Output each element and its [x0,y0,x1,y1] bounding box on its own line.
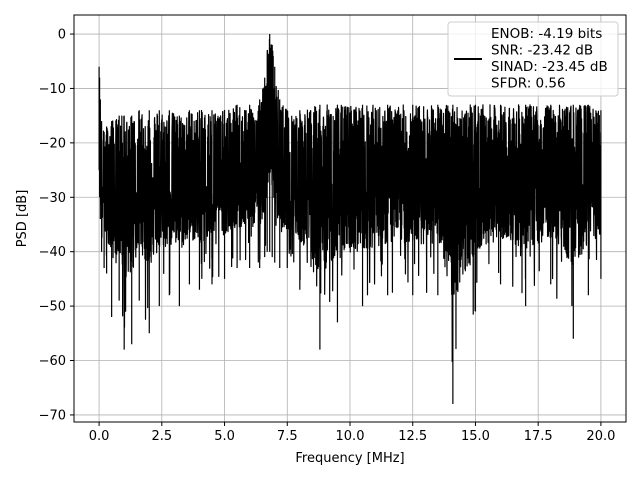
legend-box [447,21,619,97]
x-tick-label: 15.0 [461,429,490,444]
y-tick-label: −60 [39,354,66,369]
legend: ENOB: -4.19 bits SNR: -23.42 dB SINAD: -… [447,21,619,97]
x-tick-label: 20.0 [586,429,615,444]
y-ticks: 0 −10 −20 −30 −40 −50 −60 −70 [39,28,74,423]
y-axis-label: PSD [dB] [15,190,30,248]
x-tick-label: 17.5 [524,429,553,444]
y-tick-label: −10 [39,82,66,97]
series-layer [98,34,602,405]
y-tick-label: −70 [39,408,66,423]
legend-entry-snr: SNR: -23.42 dB [491,43,593,59]
x-tick-label: 7.5 [277,429,298,444]
x-tick-label: 12.5 [398,429,427,444]
legend-entry-sinad: SINAD: -23.45 dB [491,59,608,75]
x-tick-label: 5.0 [214,429,235,444]
x-ticks: 0.0 2.5 5.0 7.5 10.0 12.5 15.0 17.5 20.0 [89,422,615,444]
y-tick-label: 0 [58,28,66,43]
x-axis-label: Frequency [MHz] [295,451,404,466]
legend-entry-enob: ENOB: -4.19 bits [491,26,602,42]
x-tick-label: 0.0 [89,429,110,444]
legend-entry-sfdr: SFDR: 0.56 [491,76,566,92]
y-tick-label: −20 [39,136,66,151]
x-tick-label: 10.0 [336,429,365,444]
y-tick-label: −50 [39,300,66,315]
x-tick-label: 2.5 [151,429,172,444]
psd-series-line [98,34,602,405]
y-tick-label: −40 [39,245,66,260]
y-tick-label: −30 [39,191,66,206]
